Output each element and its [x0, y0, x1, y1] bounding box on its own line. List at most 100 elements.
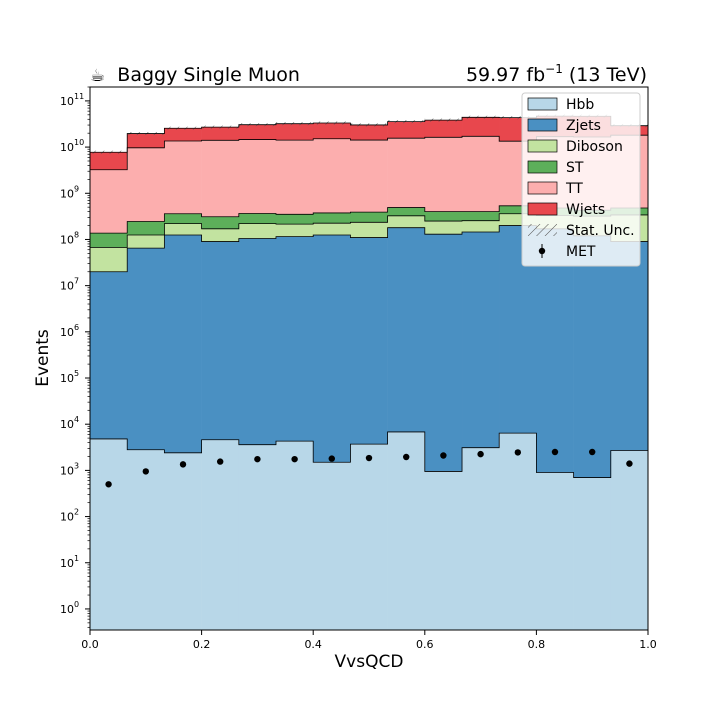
bar-tt-3	[201, 140, 240, 217]
bar-zjets-9	[424, 234, 463, 472]
y-tick-label-9: 109	[60, 184, 79, 200]
outline-hbb	[90, 431, 648, 478]
bar-zjets-7	[350, 237, 388, 445]
bar-zjets-4	[238, 238, 277, 445]
legend-label-wjets: Wjets	[566, 202, 605, 218]
bar-zjets-3	[201, 241, 240, 440]
y-tick-label-4: 104	[60, 415, 79, 431]
bar-hbb-10	[462, 447, 500, 630]
bar-st-3	[201, 216, 240, 229]
bar-hbb-11	[499, 433, 537, 630]
bar-tt-1	[127, 147, 165, 222]
bar-zjets-5	[275, 236, 314, 442]
y-tick-label-0: 100	[60, 600, 79, 616]
bar-tt-0	[90, 169, 128, 234]
y-tick-label-3: 103	[60, 461, 79, 477]
bar-wjets-1	[127, 133, 165, 148]
bar-diboson-10	[462, 220, 500, 233]
legend-label-st: ST	[566, 160, 584, 176]
bar-tt-10	[462, 136, 500, 212]
legend-label-met: MET	[566, 244, 596, 260]
bar-diboson-4	[238, 223, 277, 239]
bar-st-11	[499, 205, 537, 214]
met-point-10	[477, 450, 484, 458]
luminosity-value: 59.97 fb	[466, 64, 545, 86]
bar-st-8	[387, 207, 426, 216]
bar-zjets-10	[462, 232, 500, 448]
legend: Hbb Zjets Diboson ST TT Wjets Stat. Unc. MET	[521, 92, 641, 267]
legend-swatch-tt	[527, 181, 558, 195]
x-tick-label-0: 0.0	[81, 638, 99, 651]
coffee-cup-icon: ☕	[90, 66, 105, 86]
bar-zjets-14	[610, 241, 649, 451]
luminosity-energy: (13 TeV)	[563, 64, 647, 86]
met-point-8	[403, 453, 410, 461]
met-point-2	[179, 461, 187, 468]
bar-diboson-8	[387, 215, 426, 228]
x-axis-label: VvsQCD	[335, 652, 404, 672]
met-point-12	[551, 448, 559, 456]
bar-tt-9	[424, 137, 463, 212]
legend-swatch-wjets	[527, 202, 558, 216]
bar-tt-5	[275, 140, 314, 215]
met-point-1	[142, 468, 149, 475]
legend-marker-met	[538, 247, 546, 255]
legend-swatch-st	[527, 160, 558, 174]
legend-label-tt: TT	[565, 181, 583, 197]
y-tick-label-7: 107	[60, 277, 79, 293]
legend-label-zjets: Zjets	[566, 118, 601, 134]
met-point-13	[589, 448, 596, 456]
x-axis-ticks: 0.0 0.2 0.4 0.6 0.8 1.0	[81, 630, 657, 651]
bar-diboson-0	[90, 247, 128, 272]
bar-wjets-7	[350, 124, 388, 141]
chart-title-text: Baggy Single Muon	[117, 64, 300, 86]
y-tick-label-6: 106	[60, 323, 79, 339]
legend-label-stat-unc-: Stat. Unc.	[566, 223, 635, 239]
bar-tt-2	[164, 140, 202, 214]
met-point-9	[440, 452, 447, 459]
data-points	[105, 448, 633, 488]
met-point-4	[254, 455, 261, 463]
bar-wjets-0	[90, 152, 128, 170]
bar-diboson-11	[499, 213, 537, 226]
met-point-5	[291, 455, 298, 463]
bar-zjets-6	[313, 234, 351, 463]
bar-diboson-2	[164, 223, 202, 235]
legend-box	[521, 92, 641, 267]
bar-diboson-9	[424, 221, 463, 235]
bar-st-10	[462, 211, 500, 221]
y-tick-label-2: 102	[60, 508, 79, 524]
legend-swatch-stat-unc	[528, 224, 557, 236]
bar-diboson-6	[313, 223, 351, 235]
y-tick-label-11: 1011	[60, 92, 84, 108]
bar-hbb-6	[313, 462, 351, 630]
bar-hbb-8	[387, 431, 426, 630]
bar-wjets-5	[275, 123, 314, 141]
bar-hbb-9	[424, 471, 463, 630]
bar-wjets-9	[424, 120, 463, 138]
bar-zjets-0	[90, 271, 128, 439]
bar-hbb-2	[164, 452, 202, 630]
bar-st-1	[127, 221, 165, 235]
bar-wjets-8	[387, 121, 426, 139]
bar-hbb-3	[201, 439, 240, 630]
bar-hbb-14	[610, 450, 649, 630]
bar-st-7	[350, 212, 388, 223]
x-tick-label-1: 0.2	[193, 638, 211, 651]
bar-zjets-13	[573, 235, 612, 478]
met-point-14	[626, 460, 633, 467]
met-point-0	[105, 481, 112, 488]
bar-st-6	[313, 212, 351, 224]
met-point-11	[514, 449, 522, 456]
y-axis-ticks: 100 101 102 103 104 105 106 107 108 109 1010 1011	[60, 86, 90, 628]
bar-diboson-1	[127, 234, 165, 249]
plot-frame	[89, 86, 649, 631]
bar-st-4	[238, 213, 277, 224]
bar-hbb-4	[238, 444, 277, 630]
bar-st-5	[275, 214, 314, 225]
bar-zjets-1	[127, 248, 165, 450]
bar-wjets-2	[164, 128, 202, 141]
y-tick-label-1: 101	[60, 554, 79, 570]
bar-tt-7	[350, 140, 388, 213]
